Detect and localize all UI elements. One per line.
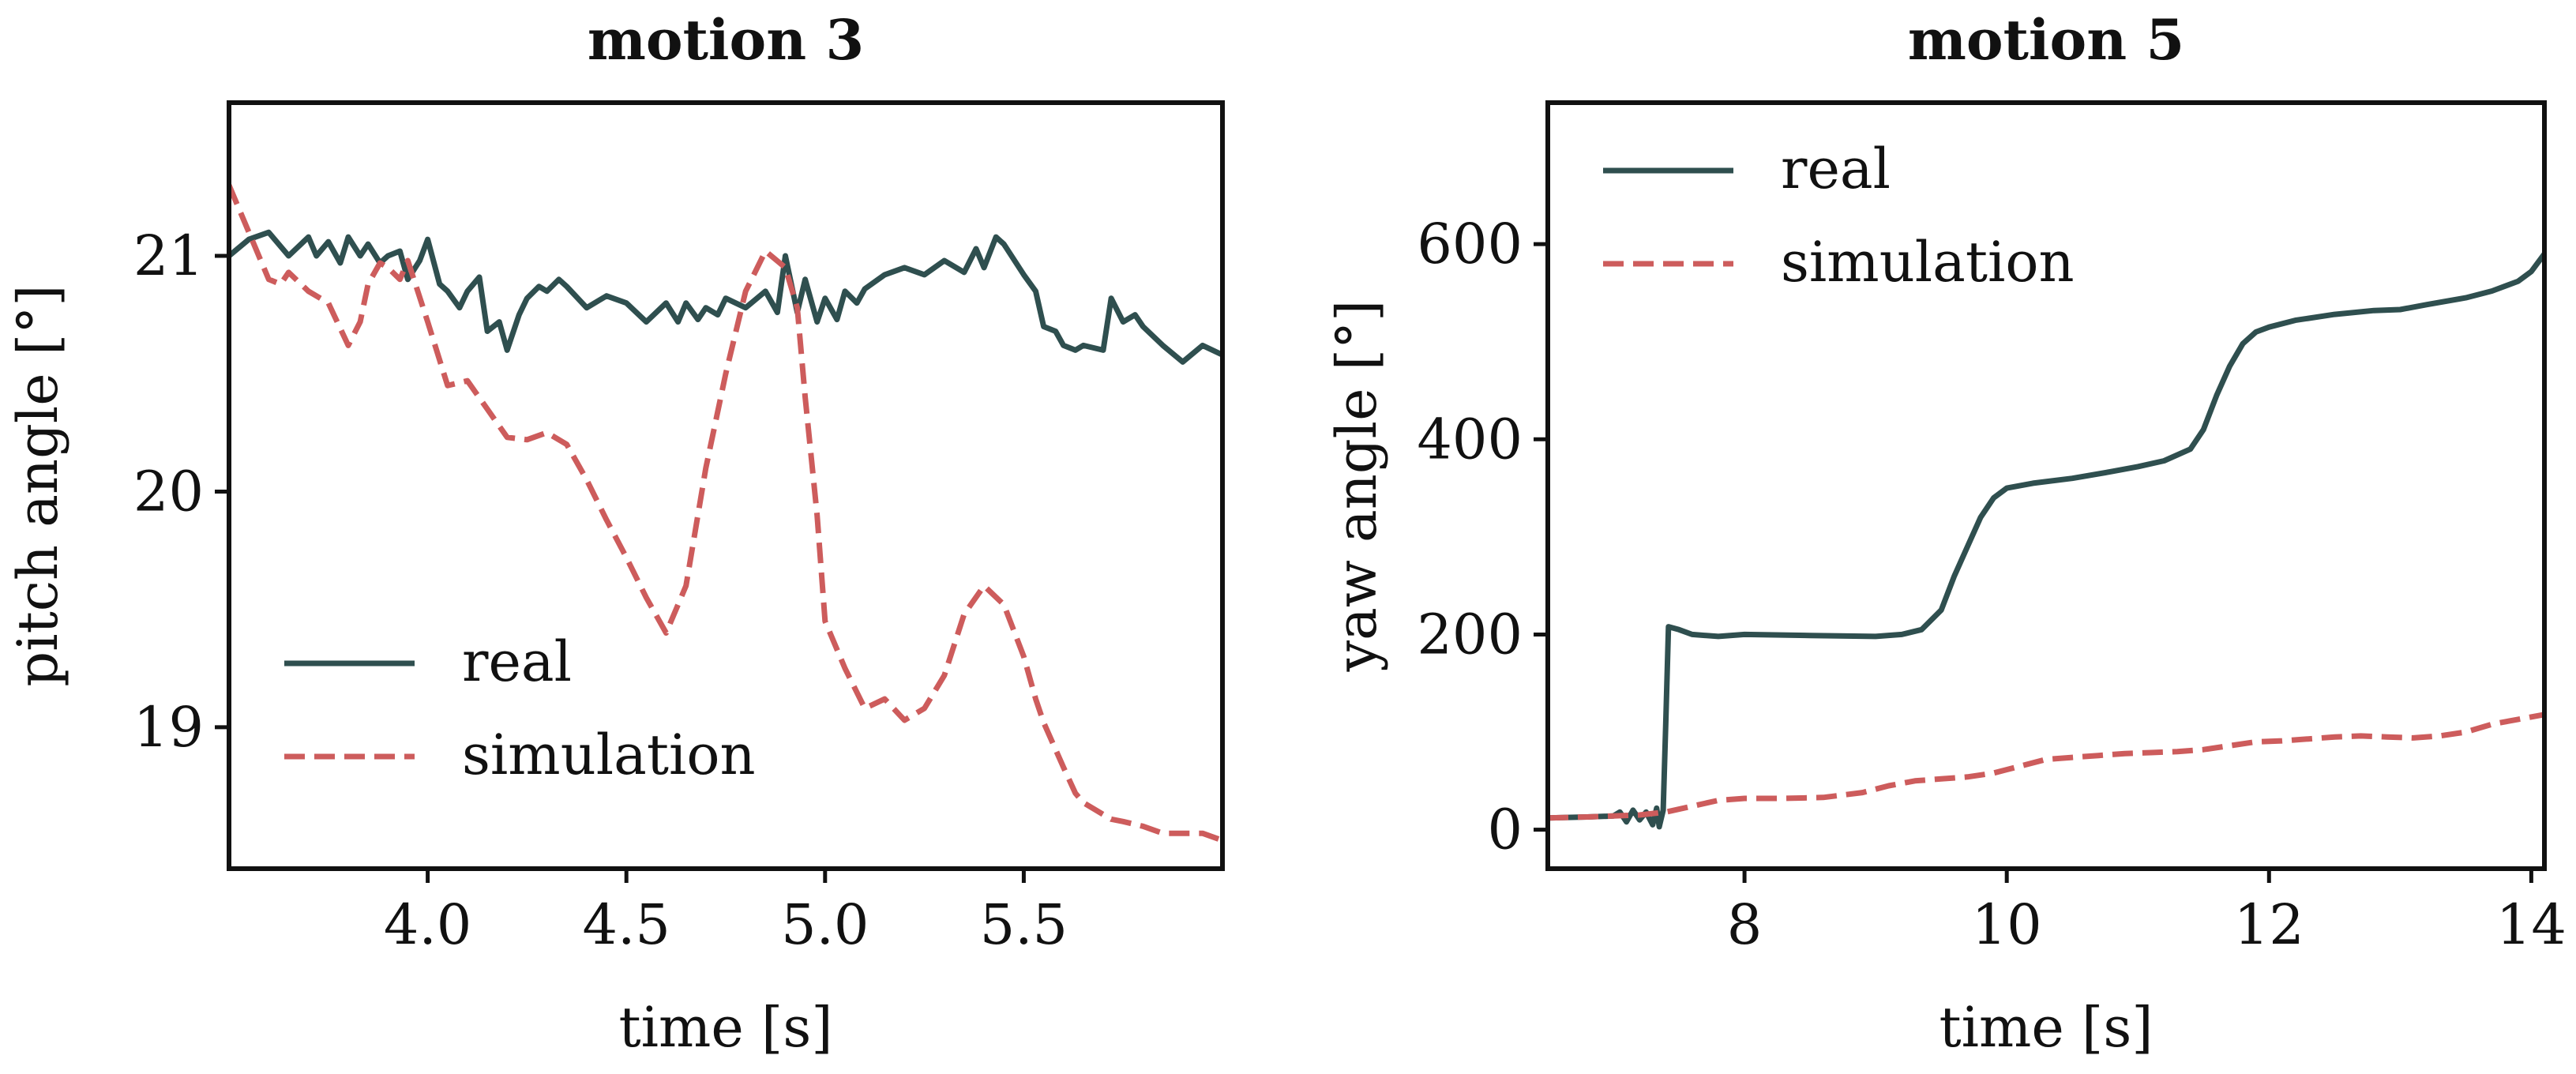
x-axis-label: time [s] bbox=[1939, 995, 2153, 1060]
legend: real simulation bbox=[284, 629, 756, 787]
chart-title: motion 5 bbox=[1908, 7, 2184, 73]
chart-panel-1: motion 3 4.0 4.5 5.0 5.5 19 20 21 time [s] pitch … bbox=[6, 7, 1225, 1060]
series-line-real bbox=[229, 229, 1222, 365]
legend: real simulation bbox=[1603, 137, 2075, 295]
y-axis-label: yaw angle [°] bbox=[1324, 300, 1389, 673]
series-line-real bbox=[1548, 252, 2544, 830]
chart-title: motion 3 bbox=[588, 7, 864, 73]
x-tick-label: 8 bbox=[1727, 892, 1763, 957]
y-axis-label: pitch angle [°] bbox=[6, 284, 70, 686]
y-tick-label: 21 bbox=[133, 223, 204, 288]
x-tick-label: 4.0 bbox=[384, 892, 471, 957]
legend-label-simulation: simulation bbox=[462, 723, 756, 787]
x-tick-label: 4.5 bbox=[583, 892, 670, 957]
legend-label-real: real bbox=[462, 629, 572, 694]
y-tick-label: 20 bbox=[133, 459, 204, 524]
series-line-simulation bbox=[1548, 712, 2544, 821]
x-axis-label: time [s] bbox=[618, 995, 832, 1060]
y-tick-label: 19 bbox=[133, 695, 204, 760]
legend-label-real: real bbox=[1781, 137, 1891, 201]
series-line-simulation bbox=[229, 184, 1222, 843]
legend-label-simulation: simulation bbox=[1781, 230, 2075, 295]
y-tick-label: 400 bbox=[1417, 407, 1523, 471]
x-tick-label: 14 bbox=[2496, 892, 2567, 957]
y-tick-label: 0 bbox=[1487, 798, 1523, 862]
x-tick-label: 5.5 bbox=[980, 892, 1068, 957]
y-tick-label: 200 bbox=[1417, 602, 1523, 667]
plot-frame bbox=[1545, 100, 2547, 871]
x-tick-label: 12 bbox=[2234, 892, 2304, 957]
plot-frame bbox=[227, 100, 1225, 871]
chart-panel-2: motion 5 8 10 12 14 0 200 400 600 time [s] yaw ang… bbox=[1324, 7, 2567, 1060]
x-tick-label: 5.0 bbox=[781, 892, 869, 957]
y-tick-label: 600 bbox=[1417, 212, 1523, 276]
x-tick-label: 10 bbox=[1972, 892, 2042, 957]
